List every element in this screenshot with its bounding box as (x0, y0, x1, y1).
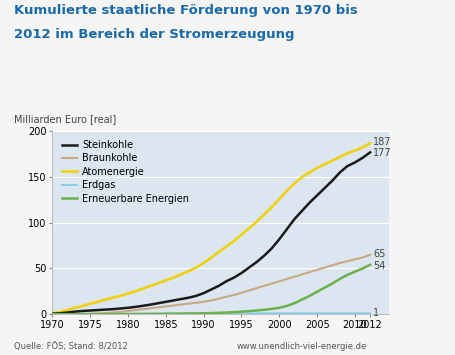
Text: 2012 im Bereich der Stromerzeugung: 2012 im Bereich der Stromerzeugung (14, 28, 294, 42)
Text: 54: 54 (373, 261, 385, 271)
Text: www.unendlich-viel-energie.de: www.unendlich-viel-energie.de (237, 342, 367, 351)
Text: 177: 177 (373, 148, 392, 158)
Text: Milliarden Euro [real]: Milliarden Euro [real] (14, 114, 116, 124)
Text: 65: 65 (373, 249, 385, 259)
Text: Quelle: FÖS; Stand: 8/2012: Quelle: FÖS; Stand: 8/2012 (14, 342, 127, 351)
Text: 1: 1 (373, 308, 379, 318)
Legend: Steinkohle, Braunkohle, Atomenergie, Erdgas, Erneuerbare Energien: Steinkohle, Braunkohle, Atomenergie, Erd… (61, 138, 191, 206)
Text: 187: 187 (373, 137, 392, 147)
Text: Kumulierte staatliche Förderung von 1970 bis: Kumulierte staatliche Förderung von 1970… (14, 4, 357, 17)
